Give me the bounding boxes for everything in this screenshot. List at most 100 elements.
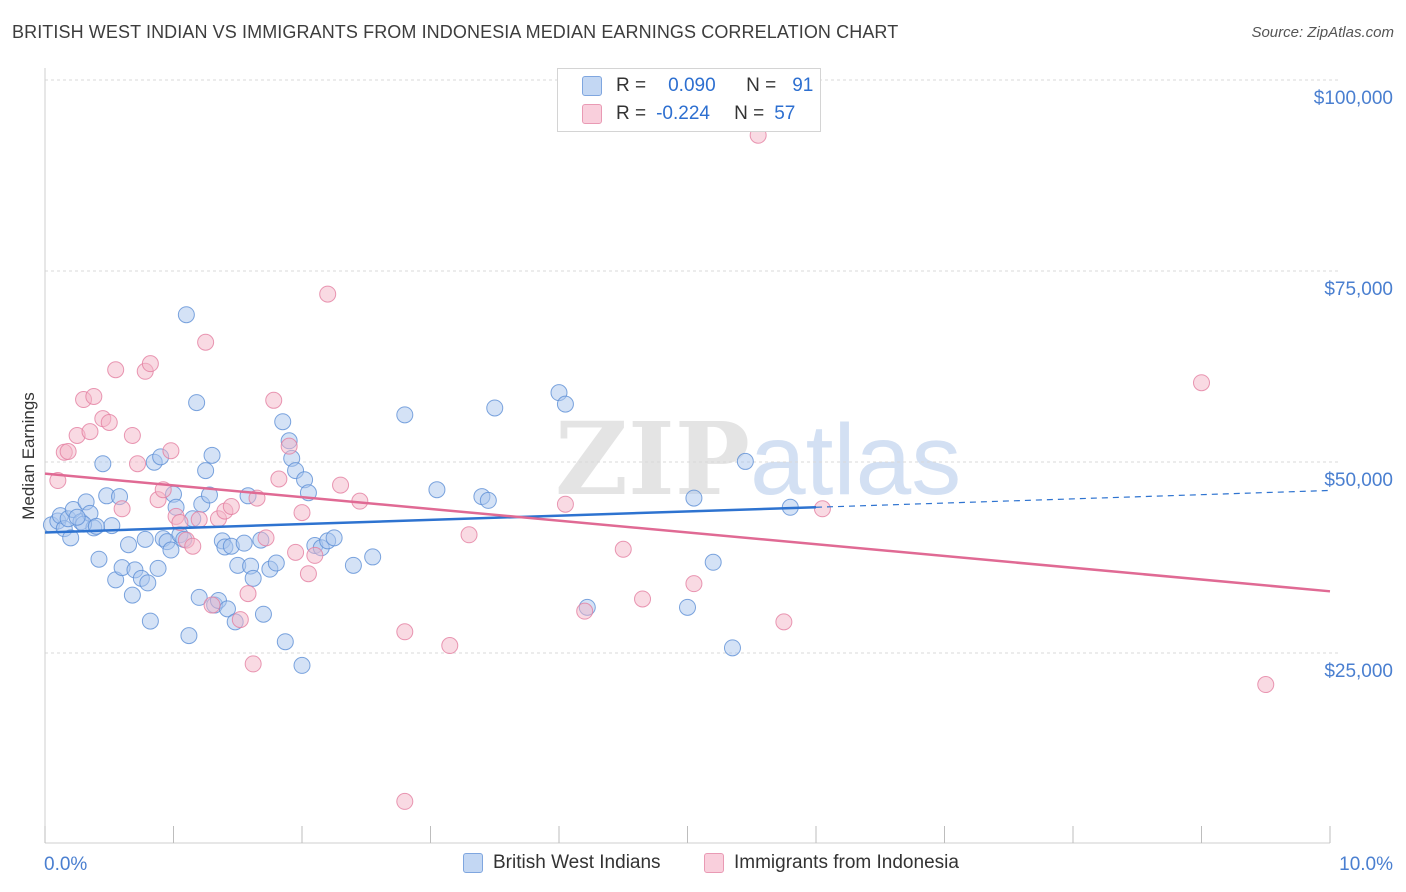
data-point <box>1193 374 1210 392</box>
legend-r-label: R = <box>616 103 647 124</box>
correlation-legend: R = 0.090 N = 91 R = -0.224 N = 57 <box>557 68 821 132</box>
legend-swatch-blue <box>582 76 602 96</box>
data-point <box>265 391 283 409</box>
watermark: ZIPatlas <box>555 400 961 518</box>
data-point <box>736 452 754 470</box>
data-point <box>222 498 240 516</box>
data-point <box>280 437 298 455</box>
data-point <box>685 489 703 507</box>
data-point <box>136 530 154 548</box>
data-point <box>107 361 125 379</box>
x-tick-label: 0.0% <box>44 854 87 875</box>
source-credit: Source: ZipAtlas.com <box>1251 24 1394 41</box>
data-point <box>685 575 703 593</box>
data-point <box>203 446 221 464</box>
data-point <box>556 495 574 513</box>
data-point <box>276 633 294 651</box>
legend-row-blue: R = 0.090 N = 91 <box>582 73 813 99</box>
data-point <box>203 596 221 614</box>
data-point <box>723 639 741 657</box>
data-point <box>244 569 262 587</box>
data-point <box>184 537 202 555</box>
legend-r-label: R = <box>616 75 647 96</box>
data-point <box>274 413 292 431</box>
data-point <box>188 394 206 412</box>
data-point <box>120 536 138 554</box>
data-point <box>267 554 285 572</box>
data-point <box>141 355 159 373</box>
trend-lines <box>44 472 1331 593</box>
watermark-atlas: atlas <box>749 404 962 516</box>
trend-line-pink <box>44 472 1331 593</box>
data-point <box>1257 676 1275 694</box>
data-point <box>123 426 141 444</box>
bottom-legend-item-blue: British West Indians <box>463 852 661 874</box>
legend-row-pink: R = -0.224 N = 57 <box>582 101 795 127</box>
data-point <box>679 598 696 616</box>
legend-n-value: 91 <box>792 75 814 96</box>
x-tick-labels: 0.0% 10.0% <box>44 854 1393 875</box>
data-point <box>190 588 208 606</box>
legend-r-value: 0.090 <box>668 75 716 96</box>
y-tick-label: $25,000 <box>1324 661 1393 682</box>
data-point <box>197 462 215 480</box>
y-axis-label: Median Earnings <box>19 392 38 520</box>
data-point <box>49 472 67 490</box>
data-point <box>576 602 594 620</box>
data-point <box>257 529 275 547</box>
data-point <box>293 656 311 674</box>
data-point <box>396 792 414 810</box>
data-point <box>344 556 362 574</box>
data-point <box>235 534 253 552</box>
x-tick-label: 10.0% <box>1339 854 1393 875</box>
data-point <box>149 559 167 577</box>
y-tick-label: $75,000 <box>1324 279 1393 300</box>
data-point <box>100 413 118 431</box>
data-point <box>129 455 147 473</box>
series-immigrants-from-indonesia <box>49 126 1275 810</box>
data-point <box>113 500 131 518</box>
legend-n-value: 57 <box>774 103 796 124</box>
data-point <box>190 510 208 528</box>
legend-n-label: N = <box>734 103 765 124</box>
data-point <box>460 526 478 544</box>
data-point <box>200 486 218 504</box>
data-point <box>813 500 831 518</box>
watermark-zip: ZIP <box>555 400 750 518</box>
data-point <box>90 550 108 568</box>
data-point <box>81 423 99 441</box>
trend-line-blue-extension <box>815 489 1331 508</box>
data-point <box>68 508 86 526</box>
data-point <box>177 306 195 324</box>
legend-n-label: N = <box>746 75 777 96</box>
data-point <box>614 540 632 558</box>
bottom-legend-label-blue: British West Indians <box>493 852 661 873</box>
legend-swatch-pink <box>582 104 602 124</box>
bottom-legend-label-pink: Immigrants from Indonesia <box>734 852 959 873</box>
data-point <box>306 546 324 564</box>
data-point <box>396 406 414 424</box>
data-point <box>171 514 189 532</box>
data-point <box>94 455 112 473</box>
data-point <box>180 627 198 645</box>
data-point <box>244 655 262 673</box>
data-point <box>231 611 249 629</box>
data-point <box>162 541 180 559</box>
data-point <box>139 574 157 592</box>
data-point <box>293 504 311 522</box>
data-point <box>270 470 288 488</box>
data-point <box>59 442 77 460</box>
data-point <box>479 491 497 509</box>
data-point <box>775 613 793 631</box>
data-point <box>254 605 272 623</box>
legend-r-value: -0.224 <box>656 103 710 124</box>
data-point <box>704 553 722 571</box>
data-point <box>162 442 180 460</box>
data-point <box>396 623 414 641</box>
axes <box>44 68 1330 844</box>
data-point <box>556 395 574 413</box>
bottom-legend-swatch-blue <box>463 853 483 873</box>
bottom-legend-item-pink: Immigrants from Indonesia <box>704 852 959 874</box>
data-point <box>364 548 382 566</box>
